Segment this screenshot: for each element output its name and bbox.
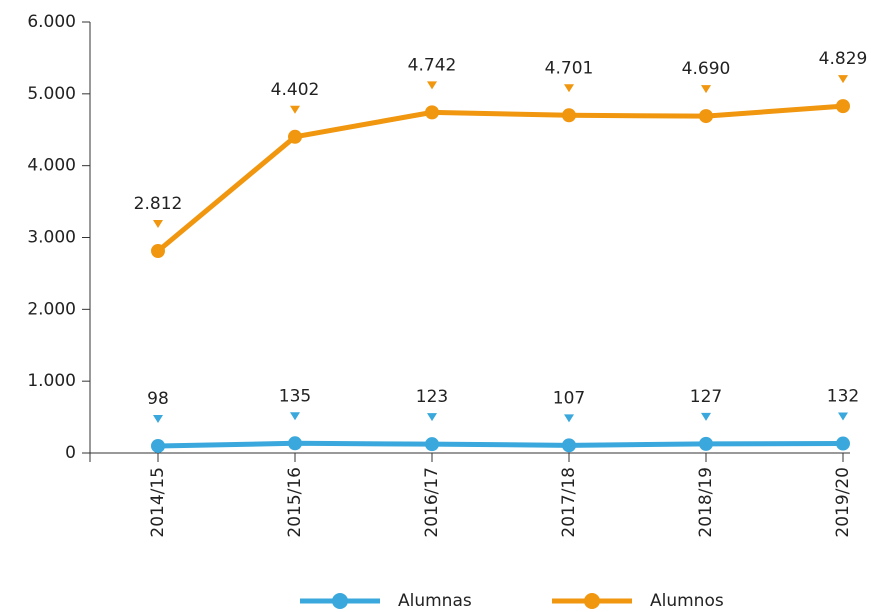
- data-label: 132: [827, 387, 859, 407]
- y-tick-label: 3.000: [27, 228, 76, 248]
- x-tick-label: 2018/19: [696, 467, 716, 538]
- label-marker: [290, 412, 300, 421]
- data-point: [562, 108, 576, 123]
- data-label: 123: [416, 387, 448, 407]
- label-marker: [838, 412, 848, 421]
- data-point: [151, 244, 165, 259]
- legend-label: Alumnas: [398, 591, 472, 611]
- data-label: 4.701: [545, 58, 594, 78]
- y-tick-label: 2.000: [27, 299, 76, 319]
- x-tick-label: 2017/18: [559, 467, 579, 538]
- data-point: [151, 438, 165, 453]
- label-marker: [838, 75, 848, 84]
- label-marker: [564, 84, 574, 93]
- data-label: 4.829: [819, 49, 868, 69]
- legend-marker: [332, 593, 348, 609]
- data-point: [288, 436, 302, 451]
- data-label: 107: [553, 388, 585, 408]
- y-tick-label: 6.000: [27, 12, 76, 32]
- label-marker: [701, 412, 711, 421]
- x-tick-label: 2015/16: [285, 467, 305, 538]
- label-marker: [153, 414, 163, 423]
- data-label: 4.402: [271, 80, 320, 100]
- data-label: 4.742: [408, 55, 457, 75]
- legend-marker: [584, 593, 600, 609]
- x-tick-label: 2014/15: [148, 467, 168, 538]
- y-tick-label: 0: [65, 443, 76, 463]
- label-marker: [290, 105, 300, 114]
- series-line: [156, 103, 844, 253]
- label-marker: [427, 413, 437, 422]
- legend-label: Alumnos: [650, 591, 724, 611]
- y-tick-label: 5.000: [27, 84, 76, 104]
- label-marker: [701, 85, 711, 94]
- data-point: [562, 438, 576, 453]
- data-label: 2.812: [134, 194, 183, 214]
- x-tick-label: 2016/17: [422, 467, 442, 538]
- data-point: [699, 436, 713, 451]
- data-label: 127: [690, 387, 722, 407]
- data-label: 98: [147, 389, 169, 409]
- data-point: [288, 129, 302, 144]
- data-label: 4.690: [682, 59, 731, 79]
- series-line: [157, 440, 844, 449]
- data-point: [836, 436, 850, 451]
- y-tick-label: 4.000: [27, 156, 76, 176]
- data-point: [425, 437, 439, 452]
- data-point: [699, 109, 713, 124]
- label-marker: [564, 414, 574, 423]
- label-marker: [153, 220, 163, 229]
- data-label: 135: [279, 386, 311, 406]
- y-tick-label: 1.000: [27, 371, 76, 391]
- data-point: [425, 105, 439, 120]
- data-point: [836, 99, 850, 114]
- label-marker: [427, 81, 437, 90]
- x-tick-label: 2019/20: [833, 467, 853, 538]
